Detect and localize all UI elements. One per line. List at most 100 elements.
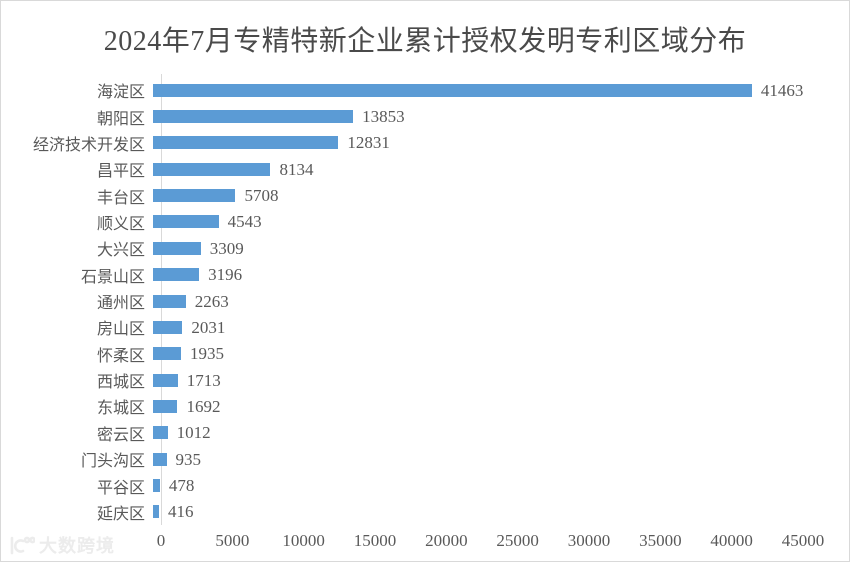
bar-row: 东城区 1692 bbox=[1, 393, 849, 419]
value-label: 1692 bbox=[186, 396, 221, 416]
value-label: 416 bbox=[168, 502, 194, 522]
bar bbox=[153, 241, 201, 255]
bar-track: 1935 bbox=[153, 341, 803, 367]
category-label: 房山区 bbox=[96, 321, 145, 339]
bar-row: 昌平区 8134 bbox=[1, 156, 849, 182]
bar-row: 西城区 1713 bbox=[1, 367, 849, 393]
bar-row: 房山区 2031 bbox=[1, 314, 849, 340]
value-label: 5708 bbox=[244, 186, 279, 206]
category-label: 海淀区 bbox=[96, 84, 145, 102]
watermark-logo-icon bbox=[10, 536, 35, 555]
bar-row: 顺义区 4543 bbox=[1, 209, 849, 235]
value-label: 478 bbox=[168, 476, 195, 496]
bar-row: 怀柔区 1935 bbox=[1, 341, 849, 367]
bar bbox=[153, 373, 178, 387]
bar bbox=[153, 452, 167, 466]
category-label: 密云区 bbox=[96, 426, 145, 444]
x-axis: 0 5000 10000 15000 20000 25000 30000 35000 40000… bbox=[157, 525, 825, 555]
watermark-text: 大数跨境 bbox=[39, 536, 115, 556]
category-label: 东城区 bbox=[96, 400, 145, 418]
bar-row: 海淀区 41463 bbox=[1, 77, 849, 103]
bar-track: 478 bbox=[153, 472, 803, 498]
bar-row: 石景山区 3196 bbox=[1, 262, 849, 288]
bar-track: 2263 bbox=[153, 288, 803, 314]
x-axis-tick-label: 0 bbox=[156, 531, 166, 550]
plot-area: 海淀区 41463 朝阳区 13853 经济技术开发区 12831 昌平区 8134 丰台区 57… bbox=[1, 74, 849, 549]
bar bbox=[153, 426, 168, 440]
bar bbox=[153, 268, 200, 282]
bar bbox=[153, 83, 752, 97]
value-label: 41463 bbox=[760, 80, 804, 100]
bar bbox=[153, 479, 160, 493]
bar-track: 1012 bbox=[153, 420, 803, 446]
category-label: 朝阳区 bbox=[96, 110, 145, 128]
bar-track: 12831 bbox=[153, 130, 803, 156]
bar-row: 通州区 2263 bbox=[1, 288, 849, 314]
bar-track: 2031 bbox=[153, 314, 803, 340]
value-label: 8134 bbox=[279, 159, 314, 179]
value-label: 1012 bbox=[176, 423, 211, 443]
bar bbox=[153, 320, 183, 334]
bar-track: 8134 bbox=[153, 156, 803, 182]
x-axis-tick-label: 40000 bbox=[710, 531, 753, 550]
bar-row: 大兴区 3309 bbox=[1, 235, 849, 261]
bar-track: 4543 bbox=[153, 209, 803, 235]
bar bbox=[153, 399, 178, 413]
value-label: 3196 bbox=[208, 265, 243, 285]
category-label: 怀柔区 bbox=[96, 347, 145, 365]
x-axis-tick-label: 10000 bbox=[282, 531, 325, 550]
chart-title: 2024年7月专精特新企业累计授权发明专利区域分布 bbox=[103, 26, 747, 57]
value-label: 12831 bbox=[347, 133, 390, 153]
bar-track: 3309 bbox=[153, 235, 803, 261]
bar-track: 1713 bbox=[153, 367, 803, 393]
category-label: 丰台区 bbox=[96, 189, 145, 207]
bar bbox=[153, 136, 339, 150]
x-axis-tick-label: 20000 bbox=[425, 531, 468, 550]
value-label: 3309 bbox=[209, 238, 244, 258]
bar bbox=[153, 505, 159, 519]
bar-rows: 海淀区 41463 朝阳区 13853 经济技术开发区 12831 昌平区 8134 丰台区 57… bbox=[1, 77, 849, 525]
category-label: 通州区 bbox=[96, 295, 145, 313]
category-label: 门头沟区 bbox=[80, 453, 145, 471]
bar-track: 935 bbox=[153, 446, 803, 472]
bar bbox=[153, 162, 271, 176]
bar-track: 3196 bbox=[153, 262, 803, 288]
value-label: 1713 bbox=[186, 370, 221, 390]
bar-row: 延庆区 416 bbox=[1, 499, 849, 525]
bar-row: 门头沟区 935 bbox=[1, 446, 849, 472]
bar-row: 密云区 1012 bbox=[1, 420, 849, 446]
category-label: 平谷区 bbox=[96, 479, 145, 497]
category-label: 石景山区 bbox=[80, 268, 145, 286]
category-label: 经济技术开发区 bbox=[32, 136, 145, 154]
x-axis-tick-label: 15000 bbox=[353, 531, 397, 550]
category-label: 大兴区 bbox=[96, 242, 145, 260]
bar bbox=[153, 347, 181, 361]
bar-track: 5708 bbox=[153, 182, 803, 208]
bar-row: 朝阳区 13853 bbox=[1, 103, 849, 129]
bar-row: 平谷区 478 bbox=[1, 472, 849, 498]
watermark: 大数跨境 bbox=[8, 532, 115, 558]
x-axis-tick-label: 30000 bbox=[567, 531, 611, 550]
category-label: 昌平区 bbox=[96, 163, 145, 181]
x-axis-tick-label: 35000 bbox=[639, 531, 682, 550]
bar bbox=[153, 189, 236, 203]
value-label: 935 bbox=[175, 449, 202, 469]
bar-row: 丰台区 5708 bbox=[1, 182, 849, 208]
bar bbox=[153, 294, 186, 308]
x-axis-tick-label: 25000 bbox=[496, 531, 539, 550]
value-label: 2031 bbox=[191, 317, 226, 337]
bar bbox=[153, 110, 354, 124]
value-label: 4543 bbox=[227, 212, 262, 232]
bar-track: 1692 bbox=[153, 393, 803, 419]
value-label: 13853 bbox=[362, 107, 405, 127]
bar-track: 13853 bbox=[153, 103, 803, 129]
bar-row: 经济技术开发区 12831 bbox=[1, 130, 849, 156]
value-label: 2263 bbox=[194, 291, 229, 311]
x-axis-tick-label: 5000 bbox=[215, 531, 250, 550]
value-label: 1935 bbox=[189, 344, 224, 364]
bar-track: 416 bbox=[153, 499, 803, 525]
x-axis-tick-label: 45000 bbox=[781, 531, 825, 550]
category-label: 西城区 bbox=[96, 374, 145, 392]
bar-track: 41463 bbox=[153, 77, 803, 103]
